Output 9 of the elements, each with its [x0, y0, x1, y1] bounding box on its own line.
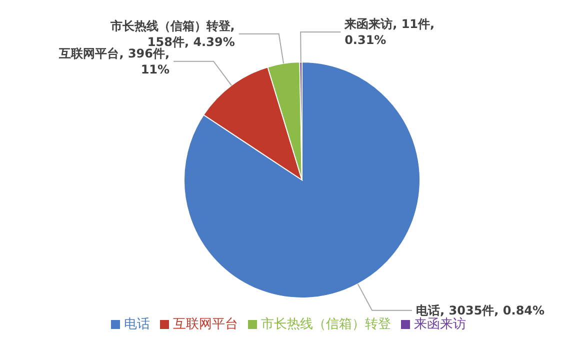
legend-label: 互联网平台 — [173, 317, 238, 332]
data-label: 来函来访, 11件, 0.31% — [344, 17, 435, 48]
legend-label: 市长热线（信箱）转登 — [261, 317, 391, 332]
data-label: 互联网平台, 396件, 11% — [58, 46, 170, 76]
legend-label: 电话 — [124, 317, 150, 332]
data-label: 市长热线（信箱）转登, 158件, 4.39% — [109, 18, 235, 49]
legend-label: 来函来访 — [414, 317, 466, 332]
data-label: 电话, 3035件, 0.84% — [416, 303, 545, 318]
pie-slice — [184, 62, 420, 298]
